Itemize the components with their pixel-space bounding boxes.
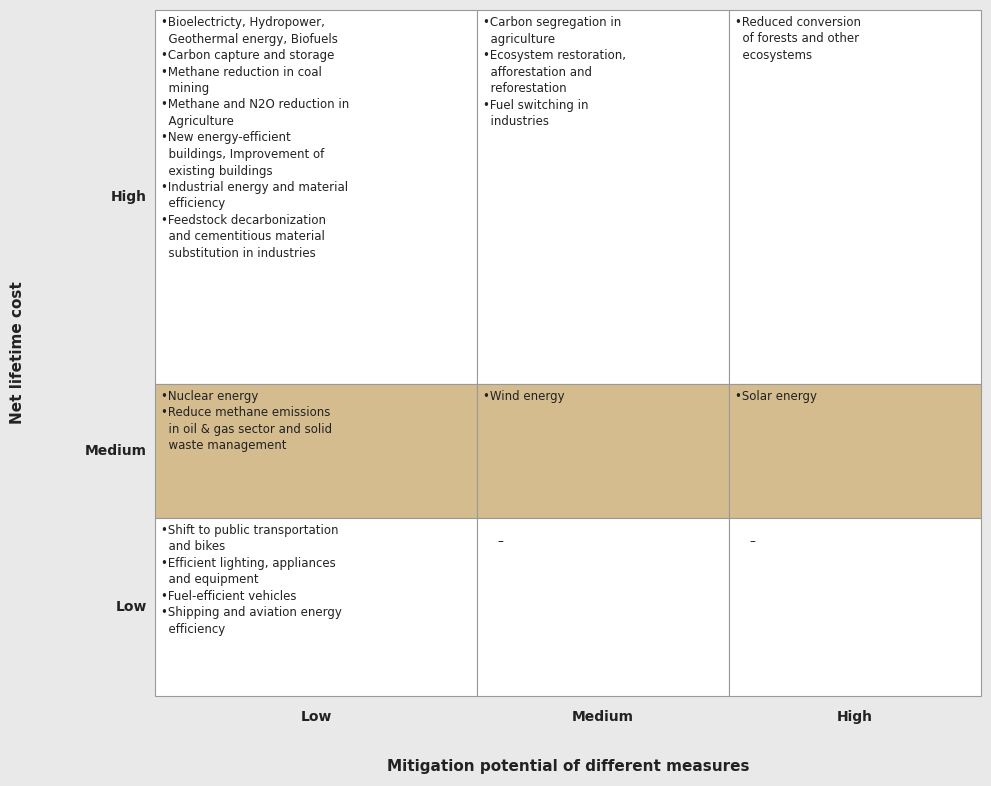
Bar xyxy=(477,518,729,696)
Text: •Bioelectricty, Hydropower,
  Geothermal energy, Biofuels
•Carbon capture and st: •Bioelectricty, Hydropower, Geothermal e… xyxy=(161,16,349,260)
Text: Medium: Medium xyxy=(85,444,147,457)
Bar xyxy=(729,10,981,384)
Text: •Shift to public transportation
  and bikes
•Efficient lighting, appliances
  an: •Shift to public transportation and bike… xyxy=(161,523,342,636)
Text: –: – xyxy=(497,535,503,549)
Text: High: High xyxy=(837,710,873,724)
Text: •Nuclear energy
•Reduce methane emissions
  in oil & gas sector and solid
  wast: •Nuclear energy •Reduce methane emission… xyxy=(161,390,332,453)
Text: •Wind energy: •Wind energy xyxy=(484,390,565,403)
Bar xyxy=(155,10,477,384)
Bar xyxy=(477,10,729,384)
Text: Medium: Medium xyxy=(572,710,634,724)
Bar xyxy=(729,384,981,518)
Bar xyxy=(477,384,729,518)
Text: High: High xyxy=(111,190,147,204)
Text: •Carbon segregation in
  agriculture
•Ecosystem restoration,
  afforestation and: •Carbon segregation in agriculture •Ecos… xyxy=(484,16,626,128)
Bar xyxy=(155,384,477,518)
Text: •Reduced conversion
  of forests and other
  ecosystems: •Reduced conversion of forests and other… xyxy=(735,16,861,62)
Text: Low: Low xyxy=(300,710,332,724)
Text: Low: Low xyxy=(116,600,147,614)
Text: Mitigation potential of different measures: Mitigation potential of different measur… xyxy=(386,759,749,774)
Text: Net lifetime cost: Net lifetime cost xyxy=(11,281,26,424)
Bar xyxy=(155,518,477,696)
Text: •Solar energy: •Solar energy xyxy=(735,390,817,403)
Bar xyxy=(729,518,981,696)
Text: –: – xyxy=(749,535,755,549)
